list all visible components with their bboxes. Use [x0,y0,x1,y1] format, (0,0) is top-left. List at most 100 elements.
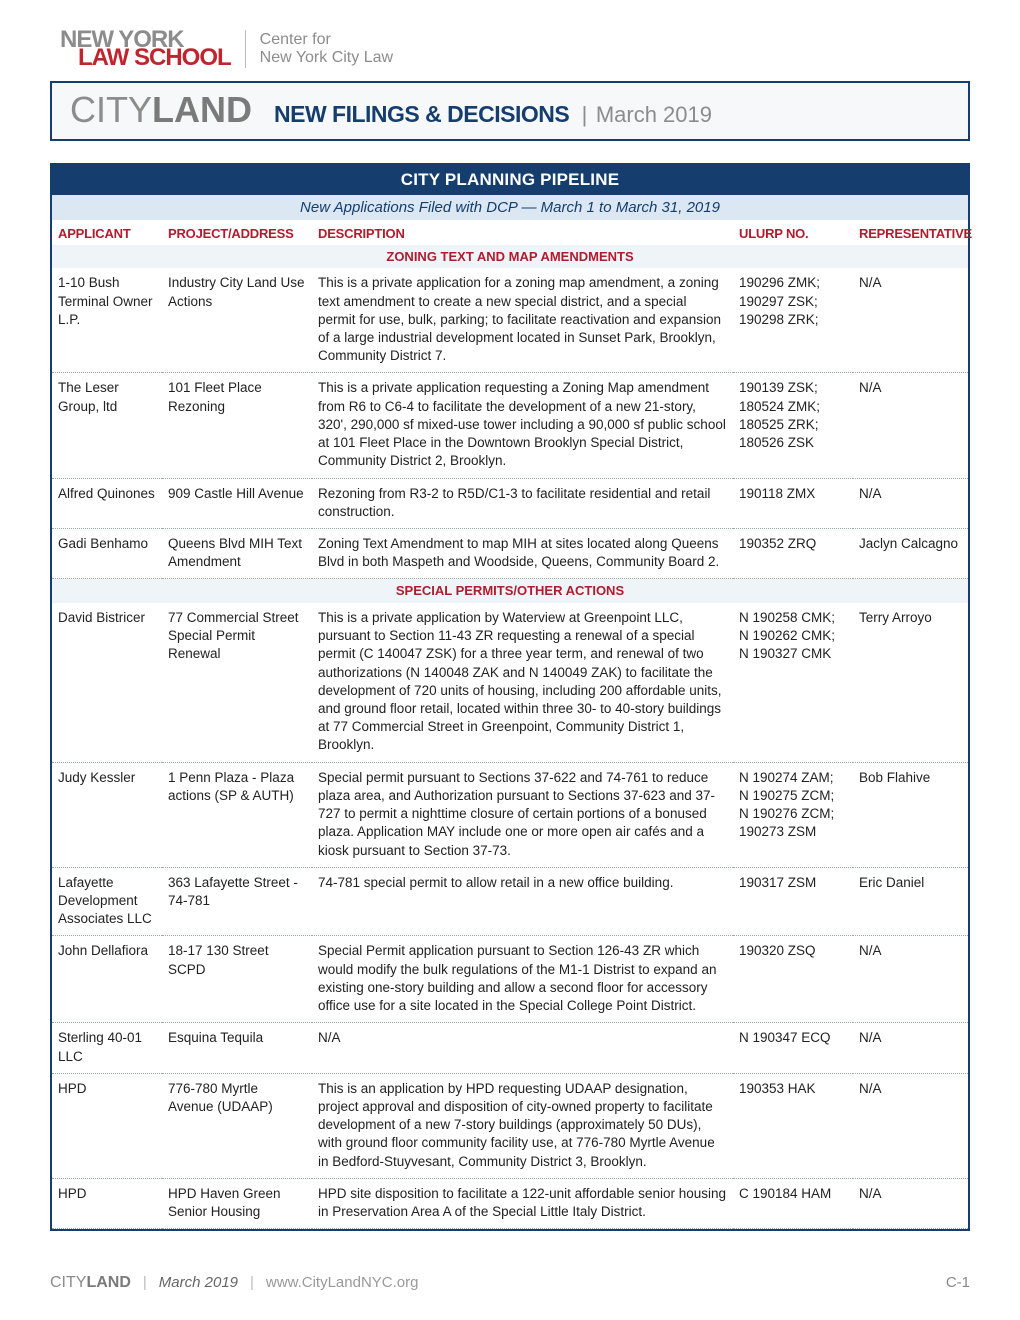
cell-ulurp: 190317 ZSM [733,867,853,936]
table-body: ZONING TEXT AND MAP AMENDMENTS1-10 Bush … [52,245,968,1229]
table-row: The Leser Group, ltd101 Fleet Place Rezo… [52,373,968,478]
cell-ulurp: 190118 ZMX [733,478,853,528]
cell-description: Zoning Text Amendment to map MIH at site… [312,528,733,578]
pipeline-panel: CITY PLANNING PIPELINE New Applications … [50,163,970,1232]
cell-project: 363 Lafayette Street - 74-781 [162,867,312,936]
cell-rep: Terry Arroyo [853,603,968,762]
col-project: PROJECT/ADDRESS [162,220,312,245]
title-separator: | [582,102,588,127]
title-group: NEW FILINGS & DECISIONS | March 2019 [274,101,712,128]
section-header: ZONING TEXT AND MAP AMENDMENTS [52,245,968,269]
cell-applicant: Sterling 40-01 LLC [52,1023,162,1073]
table-row: HPD776-780 Myrtle Avenue (UDAAP)This is … [52,1073,968,1178]
cell-project: Queens Blvd MIH Text Amendment [162,528,312,578]
cell-applicant: HPD [52,1178,162,1228]
panel-heading: CITY PLANNING PIPELINE [52,165,968,195]
cell-description: This is a private application by Watervi… [312,603,733,762]
table-row: Gadi BenhamoQueens Blvd MIH Text Amendme… [52,528,968,578]
footer-page: C-1 [946,1274,970,1291]
col-description: DESCRIPTION [312,220,733,245]
header-logo: NEW YORK LAW SCHOOL Center for New York … [50,30,970,69]
col-ulurp: ULURP NO. [733,220,853,245]
col-applicant: APPLICANT [52,220,162,245]
cell-description: 74-781 special permit to allow retail in… [312,867,733,936]
cell-applicant: Alfred Quinones [52,478,162,528]
brand-logo: CITYLAND [70,89,252,131]
cell-project: 101 Fleet Place Rezoning [162,373,312,478]
cell-description: This is a private application requesting… [312,373,733,478]
cell-applicant: David Bistricer [52,603,162,762]
table-row: John Dellafiora18-17 130 Street SCPDSpec… [52,936,968,1023]
cell-rep: N/A [853,268,968,373]
title-bar: CITYLAND NEW FILINGS & DECISIONS | March… [50,81,970,141]
title-date: March 2019 [596,102,712,127]
cell-ulurp: 190352 ZRQ [733,528,853,578]
cell-ulurp: C 190184 HAM [733,1178,853,1228]
logo-text: NEW YORK LAW SCHOOL [60,30,231,69]
footer-brand-bold: LAND [86,1274,130,1291]
footer-brand: CITYLAND [50,1274,131,1292]
cell-rep: N/A [853,373,968,478]
cell-description: HPD site disposition to facilitate a 122… [312,1178,733,1228]
table-row: 1-10 Bush Terminal Owner L.P.Industry Ci… [52,268,968,373]
cell-applicant: The Leser Group, ltd [52,373,162,478]
cell-project: Esquina Tequila [162,1023,312,1073]
cell-project: 77 Commercial Street Special Permit Rene… [162,603,312,762]
cell-description: This is a private application for a zoni… [312,268,733,373]
cell-rep: N/A [853,1073,968,1178]
cell-project: HPD Haven Green Senior Housing [162,1178,312,1228]
cell-ulurp: N 190274 ZAM; N 190275 ZCM; N 190276 ZCM… [733,762,853,867]
brand-thin: CITY [70,89,152,130]
filings-table: APPLICANT PROJECT/ADDRESS DESCRIPTION UL… [52,220,968,1230]
cell-ulurp: N 190347 ECQ [733,1023,853,1073]
cell-project: Industry City Land Use Actions [162,268,312,373]
logo-divider [245,30,246,68]
cell-description: Special Permit application pursuant to S… [312,936,733,1023]
cell-project: 909 Castle Hill Avenue [162,478,312,528]
cell-rep: N/A [853,1023,968,1073]
cell-project: 776-780 Myrtle Avenue (UDAAP) [162,1073,312,1178]
cell-applicant: 1-10 Bush Terminal Owner L.P. [52,268,162,373]
cell-applicant: John Dellafiora [52,936,162,1023]
cell-ulurp: 190296 ZMK; 190297 ZSK; 190298 ZRK; [733,268,853,373]
cell-project: 1 Penn Plaza - Plaza actions (SP & AUTH) [162,762,312,867]
cell-ulurp: 190139 ZSK; 180524 ZMK; 180525 ZRK; 1805… [733,373,853,478]
brand-bold: LAND [152,89,252,130]
cell-description: This is an application by HPD requesting… [312,1073,733,1178]
cell-ulurp: N 190258 CMK; N 190262 CMK; N 190327 CMK [733,603,853,762]
cell-rep: Jaclyn Calcagno [853,528,968,578]
page-title: NEW FILINGS & DECISIONS [274,101,569,127]
cell-description: Special permit pursuant to Sections 37-6… [312,762,733,867]
cell-rep: Eric Daniel [853,867,968,936]
footer-sep: | [143,1274,147,1291]
logo-line2: LAW SCHOOL [78,48,231,68]
page-footer: CITYLAND | March 2019 | www.CityLandNYC.… [50,1274,970,1292]
footer-brand-thin: CITY [50,1274,86,1291]
cell-applicant: Gadi Benhamo [52,528,162,578]
section-header: SPECIAL PERMITS/OTHER ACTIONS [52,579,968,603]
logo-sub-line1: Center for [260,31,393,49]
logo-sub-line2: New York City Law [260,49,393,67]
cell-rep: N/A [853,478,968,528]
table-row: David Bistricer77 Commercial Street Spec… [52,603,968,762]
footer-url: www.CityLandNYC.org [266,1274,419,1291]
cell-project: 18-17 130 Street SCPD [162,936,312,1023]
footer-sep: | [250,1274,254,1291]
table-row: Sterling 40-01 LLCEsquina TequilaN/AN 19… [52,1023,968,1073]
section-title: SPECIAL PERMITS/OTHER ACTIONS [52,579,968,603]
section-title: ZONING TEXT AND MAP AMENDMENTS [52,245,968,269]
cell-rep: Bob Flahive [853,762,968,867]
cell-applicant: Judy Kessler [52,762,162,867]
cell-applicant: HPD [52,1073,162,1178]
footer-date: March 2019 [159,1274,238,1291]
col-representative: REPRESENTATIVE [853,220,968,245]
table-row: Lafayette Development Associates LLC363 … [52,867,968,936]
table-header-row: APPLICANT PROJECT/ADDRESS DESCRIPTION UL… [52,220,968,245]
cell-description: Rezoning from R3-2 to R5D/C1-3 to facili… [312,478,733,528]
cell-rep: N/A [853,936,968,1023]
cell-ulurp: 190320 ZSQ [733,936,853,1023]
cell-description: N/A [312,1023,733,1073]
table-row: Judy Kessler1 Penn Plaza - Plaza actions… [52,762,968,867]
cell-rep: N/A [853,1178,968,1228]
table-row: HPDHPD Haven Green Senior HousingHPD sit… [52,1178,968,1228]
